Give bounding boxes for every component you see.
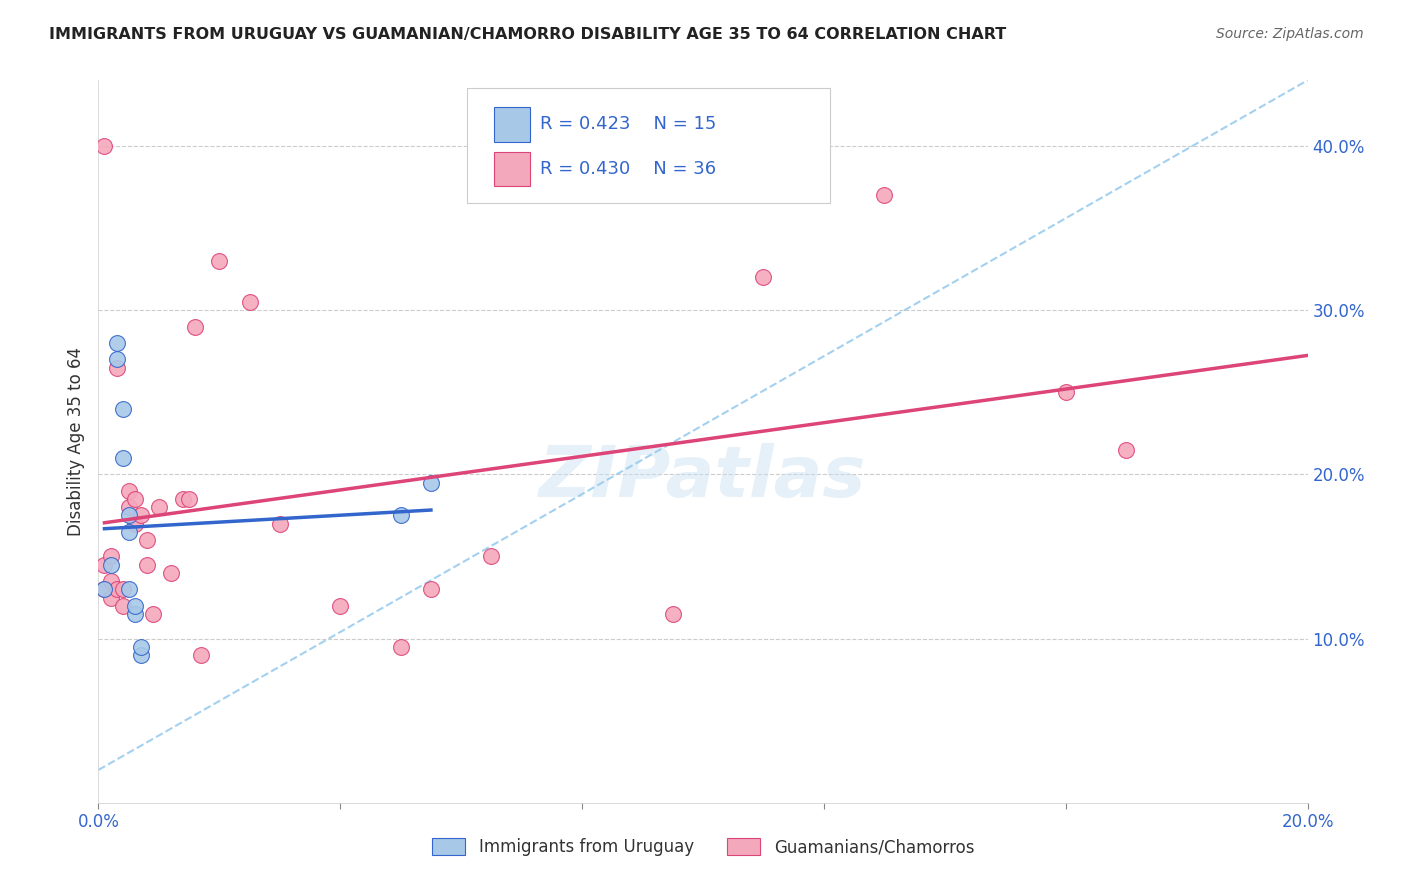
Point bbox=[124, 607, 146, 621]
Point bbox=[111, 450, 134, 465]
Text: R = 0.430    N = 36: R = 0.430 N = 36 bbox=[540, 161, 716, 178]
Point bbox=[481, 549, 503, 564]
FancyBboxPatch shape bbox=[494, 107, 530, 142]
Point bbox=[129, 640, 152, 654]
Point bbox=[118, 500, 141, 515]
Point bbox=[129, 508, 152, 523]
Point bbox=[93, 582, 115, 597]
Text: Source: ZipAtlas.com: Source: ZipAtlas.com bbox=[1216, 27, 1364, 41]
Point bbox=[135, 558, 157, 572]
Text: IMMIGRANTS FROM URUGUAY VS GUAMANIAN/CHAMORRO DISABILITY AGE 35 TO 64 CORRELATIO: IMMIGRANTS FROM URUGUAY VS GUAMANIAN/CHA… bbox=[49, 27, 1007, 42]
Point bbox=[93, 558, 115, 572]
Point bbox=[190, 648, 212, 662]
Point bbox=[100, 591, 122, 605]
Point bbox=[184, 319, 207, 334]
Point bbox=[1115, 442, 1137, 457]
Point bbox=[142, 607, 165, 621]
Point bbox=[420, 582, 443, 597]
FancyBboxPatch shape bbox=[494, 152, 530, 186]
Point bbox=[124, 516, 146, 531]
Point bbox=[124, 599, 146, 613]
Point bbox=[93, 582, 115, 597]
Point bbox=[752, 270, 775, 285]
Point bbox=[111, 401, 134, 416]
Point bbox=[105, 582, 128, 597]
FancyBboxPatch shape bbox=[467, 87, 830, 203]
Point bbox=[1054, 385, 1077, 400]
Point bbox=[208, 253, 231, 268]
Point bbox=[269, 516, 291, 531]
Point bbox=[389, 508, 412, 523]
Point bbox=[118, 508, 141, 523]
Point bbox=[105, 360, 128, 375]
Point bbox=[148, 500, 170, 515]
Point bbox=[179, 491, 201, 506]
Point bbox=[135, 533, 157, 547]
Point bbox=[100, 558, 122, 572]
Point bbox=[172, 491, 194, 506]
Point bbox=[661, 607, 683, 621]
Point bbox=[239, 295, 262, 310]
Point bbox=[129, 648, 152, 662]
Point bbox=[105, 336, 128, 351]
Y-axis label: Disability Age 35 to 64: Disability Age 35 to 64 bbox=[66, 347, 84, 536]
Text: R = 0.423    N = 15: R = 0.423 N = 15 bbox=[540, 115, 716, 133]
Point bbox=[420, 475, 443, 490]
Point bbox=[118, 582, 141, 597]
Point bbox=[111, 599, 134, 613]
Point bbox=[160, 566, 183, 580]
Point bbox=[873, 188, 896, 202]
Text: ZIPatlas: ZIPatlas bbox=[540, 443, 866, 512]
Legend: Immigrants from Uruguay, Guamanians/Chamorros: Immigrants from Uruguay, Guamanians/Cham… bbox=[425, 831, 981, 863]
Point bbox=[100, 549, 122, 564]
Point bbox=[111, 582, 134, 597]
Point bbox=[118, 483, 141, 498]
Point bbox=[105, 352, 128, 367]
Point bbox=[124, 491, 146, 506]
Point bbox=[329, 599, 352, 613]
Point bbox=[100, 574, 122, 588]
Point bbox=[93, 139, 115, 153]
Point bbox=[389, 640, 412, 654]
Point bbox=[118, 524, 141, 539]
